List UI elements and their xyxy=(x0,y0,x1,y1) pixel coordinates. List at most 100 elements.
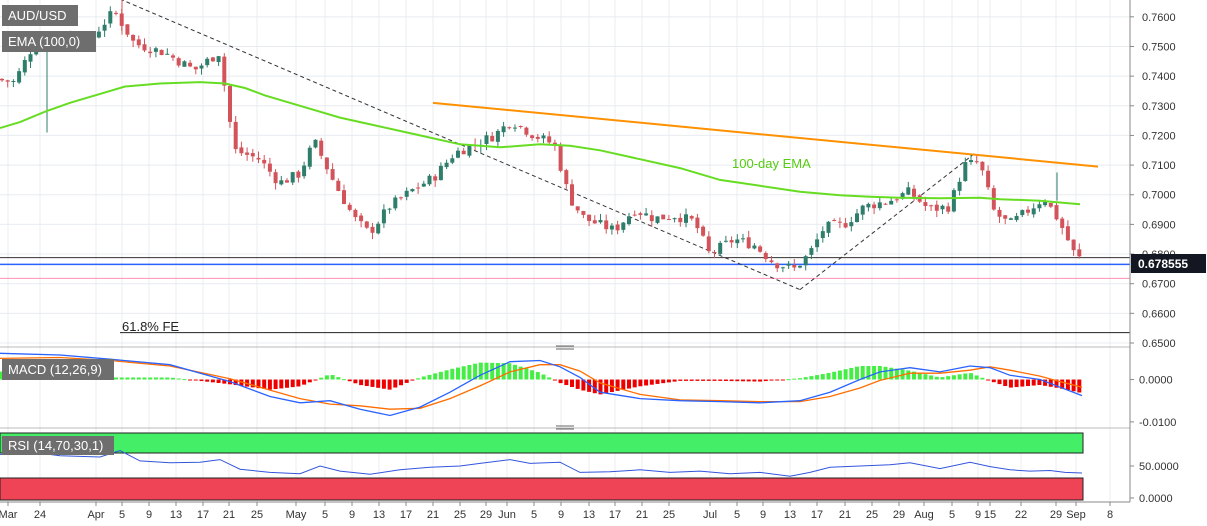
candle-body xyxy=(609,225,614,230)
candle-body xyxy=(1037,204,1042,209)
rsi-label-box[interactable] xyxy=(2,436,114,455)
candle-body xyxy=(427,175,432,185)
candle-body xyxy=(0,78,4,81)
time-tick-label: 21 xyxy=(427,509,439,521)
macd-histogram-bar xyxy=(478,362,483,380)
candle-body xyxy=(860,205,865,215)
macd-histogram-bar xyxy=(347,379,352,382)
candle-body xyxy=(552,142,557,146)
time-tick-label: 17 xyxy=(197,509,209,521)
macd-histogram-bar xyxy=(934,376,939,380)
macd-signal-line xyxy=(0,356,1083,410)
candle-body xyxy=(900,193,905,199)
candle-body xyxy=(666,219,671,221)
ema-100-line xyxy=(0,81,1081,206)
candle-body xyxy=(159,49,164,56)
price-pane-legend[interactable]: AUD/USD EMA (100,0) xyxy=(2,5,96,52)
macd-histogram-bar xyxy=(661,379,666,384)
candle-body xyxy=(153,48,158,52)
candle-body xyxy=(934,204,939,211)
macd-histogram-bar xyxy=(632,379,637,388)
macd-histogram-bar xyxy=(547,377,552,380)
macd-histogram-bar xyxy=(484,362,489,380)
macd-histogram-bar xyxy=(917,372,922,380)
macd-histogram-bar xyxy=(644,379,649,386)
macd-histogram-bar xyxy=(153,377,158,380)
macd-histogram-bar xyxy=(285,379,289,388)
macd-histogram-bar xyxy=(923,374,928,380)
macd-histogram-bar xyxy=(336,377,341,380)
macd-histogram-bar xyxy=(1003,379,1008,387)
candle-body xyxy=(1077,249,1082,257)
candle-body xyxy=(598,220,603,223)
macd-histogram-bar xyxy=(592,379,597,394)
candle-body xyxy=(336,180,341,191)
candle-body xyxy=(387,208,392,210)
candle-body xyxy=(279,180,284,185)
macd-histogram-bar xyxy=(359,379,364,386)
candle-body xyxy=(399,197,403,199)
macd-histogram-bar xyxy=(165,377,170,380)
candle-body xyxy=(1008,218,1013,220)
macd-axis: 0.0000 -0.0100 xyxy=(1130,375,1176,429)
candle-body xyxy=(718,242,723,254)
time-axis: Mar 24 Apr 5 9 13 17 21 25 May 5 9 13 17 21 25 29 Jun 5 9 13… xyxy=(0,502,1113,521)
macd-histogram-bar xyxy=(279,379,284,389)
macd-histogram-bar xyxy=(820,374,825,380)
macd-label-box[interactable] xyxy=(2,359,114,380)
candle-body xyxy=(786,263,791,266)
macd-histogram-bar xyxy=(381,379,386,389)
candle-body xyxy=(969,160,973,163)
macd-histogram-bar xyxy=(570,379,574,387)
price-tick-label: 0.6700 xyxy=(1142,279,1176,291)
macd-histogram-bar xyxy=(364,379,369,387)
macd-histogram-bar xyxy=(171,377,175,380)
candle-body xyxy=(96,31,101,38)
time-tick-label: 5 xyxy=(531,509,537,521)
candle-body xyxy=(883,203,888,205)
candle-body xyxy=(678,217,683,223)
macd-histogram-bar xyxy=(210,379,215,383)
candle-body xyxy=(661,214,666,220)
candle-body xyxy=(239,147,244,154)
macd-histogram-bar xyxy=(798,378,802,380)
candle-body xyxy=(102,24,107,31)
time-tick-label: Mar xyxy=(0,509,18,521)
pane-resize-handle-2[interactable] xyxy=(556,425,574,430)
time-tick-label: 8 xyxy=(1107,509,1113,521)
macd-histogram-bar xyxy=(780,379,785,381)
candle-body xyxy=(495,130,500,142)
macd-histogram-bar xyxy=(706,379,711,381)
rsi-tick-label: 0.0000 xyxy=(1139,493,1173,505)
candles xyxy=(0,0,1082,273)
macd-histogram-bar xyxy=(541,374,546,380)
candle-body xyxy=(267,163,272,172)
candle-body xyxy=(518,126,523,128)
macd-histogram-bar xyxy=(387,379,392,390)
macd-histogram-bar xyxy=(1031,379,1036,386)
candle-body xyxy=(307,147,312,167)
candle-body xyxy=(604,220,609,230)
candle-body xyxy=(723,240,728,242)
pane-resize-handle-1[interactable] xyxy=(556,345,574,350)
macd-histogram-bar xyxy=(803,377,808,380)
macd-histogram-bar xyxy=(849,367,854,380)
macd-histogram-bar xyxy=(1008,379,1013,388)
macd-histogram-bar xyxy=(131,377,136,380)
macd-histogram-bar xyxy=(695,379,700,381)
macd-histogram-bar xyxy=(524,368,529,380)
macd-histogram-bar xyxy=(513,364,517,380)
time-tick-label: 9 xyxy=(349,509,355,521)
macd-histogram-bar xyxy=(1054,379,1059,388)
candle-body xyxy=(324,157,329,170)
macd-histogram-bar xyxy=(416,378,421,380)
macd-histogram-bar xyxy=(370,379,375,387)
candle-body xyxy=(262,159,267,164)
time-tick-label: 24 xyxy=(34,509,46,521)
candle-body xyxy=(849,222,854,227)
candle-body xyxy=(655,216,660,223)
candle-body xyxy=(433,176,438,181)
price-tick-label: 0.7300 xyxy=(1142,101,1176,113)
price-tick-label: 0.7100 xyxy=(1142,160,1176,172)
